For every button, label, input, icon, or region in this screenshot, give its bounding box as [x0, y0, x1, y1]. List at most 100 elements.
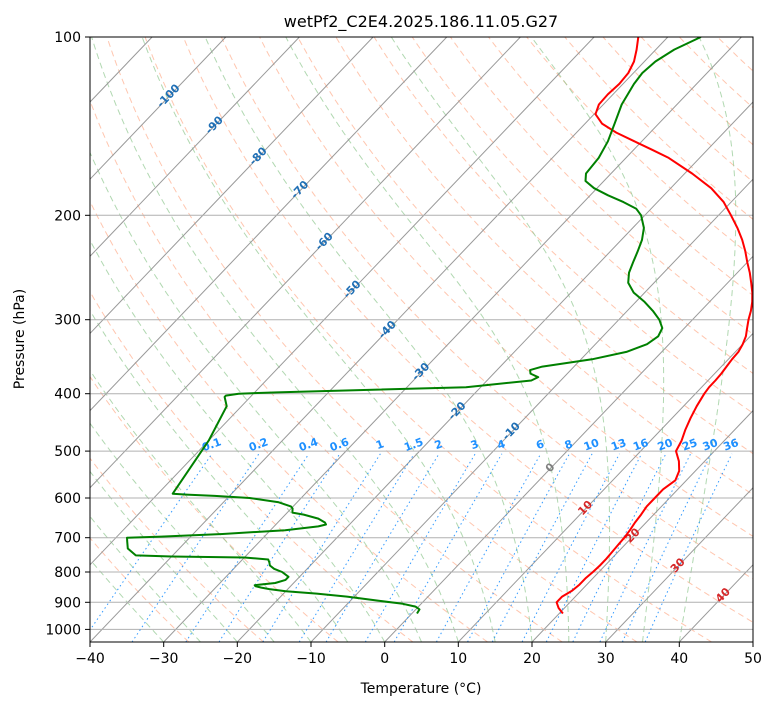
y-tick-label: 200 — [54, 208, 81, 224]
x-tick-label: −20 — [223, 651, 253, 667]
moist-adiabat — [91, 37, 459, 642]
mixing-ratio-line — [393, 453, 503, 642]
isotherm — [752, 641, 753, 642]
y-tick-label: 700 — [54, 531, 81, 547]
dry-adiabat — [144, 37, 712, 642]
isotherm-label: -30 — [409, 360, 432, 384]
mixing-ratio-label: 6 — [534, 437, 546, 452]
mixing-ratio-label: 2 — [433, 437, 445, 452]
mixing-ratio-label: 0.2 — [247, 435, 270, 454]
mixing-ratio-line — [521, 453, 620, 642]
mixing-ratio-label: 1 — [374, 437, 386, 452]
isotherm — [90, 37, 374, 335]
mixing-ratio-line — [599, 453, 692, 642]
mixing-ratio-label: 10 — [582, 436, 601, 454]
mixing-ratio-label: 3 — [469, 437, 481, 452]
mixing-ratio-line — [90, 453, 213, 631]
y-tick-label: 300 — [54, 313, 81, 329]
moist-adiabat — [90, 422, 275, 642]
dry-adiabat — [90, 537, 190, 642]
dry-adiabat — [90, 200, 488, 642]
moist-adiabat — [678, 37, 737, 642]
mixing-ratio-line — [364, 453, 476, 642]
mixing-ratio-label: 16 — [631, 436, 650, 454]
isotherm — [531, 409, 753, 642]
mixing-ratio-line — [621, 453, 712, 642]
isotherm — [90, 37, 521, 489]
x-axis-label: Temperature (°C) — [360, 681, 482, 697]
x-tick-label: −30 — [149, 651, 179, 667]
mixing-ratio-line — [262, 453, 381, 642]
plot-frame — [89, 36, 754, 643]
mixing-ratio-line — [185, 453, 310, 642]
x-tick-label: −40 — [75, 651, 105, 667]
isotherm — [90, 37, 300, 258]
moist-adiabat — [530, 37, 665, 642]
isotherm — [457, 332, 753, 642]
y-tick-label: 500 — [54, 444, 81, 460]
mixing-ratio-line — [325, 453, 440, 642]
y-tick-label: 400 — [54, 387, 81, 403]
mixing-ratio-label: 8 — [563, 437, 575, 452]
background-lines — [90, 37, 775, 642]
y-tick-label: 100 — [54, 30, 81, 46]
moist-adiabat — [141, 37, 496, 642]
mixing-ratio-label: 4 — [495, 437, 507, 452]
mixing-ratio-label: 20 — [656, 436, 675, 454]
mixing-ratio-label: 30 — [701, 436, 720, 454]
mixing-ratio-label: 0.6 — [328, 435, 351, 454]
dry-adiabat — [106, 37, 638, 642]
isotherm — [678, 564, 753, 642]
dry-adiabat — [488, 37, 753, 297]
y-axis-ticks: 100 200 300 400 500 600 700 800 900 1000 — [45, 30, 90, 638]
isotherm-label: -40 — [376, 318, 399, 342]
moist-adiabat — [390, 37, 611, 642]
y-tick-label: 800 — [54, 565, 81, 581]
mixing-ratio-label: 13 — [609, 436, 628, 453]
mixing-ratio-label: 0.1 — [200, 435, 223, 454]
mixing-ratio-line — [545, 453, 643, 642]
isotherm-label: 10 — [575, 498, 595, 518]
profiles — [126, 37, 753, 615]
mixing-ratio-line — [644, 453, 733, 642]
dewpoint-profile — [126, 37, 702, 615]
dry-adiabat — [717, 37, 753, 72]
isotherm — [90, 37, 227, 180]
dry-adiabat — [602, 37, 753, 183]
isotherm — [90, 37, 669, 642]
isotherm — [384, 255, 753, 642]
moist-adiabat — [285, 37, 570, 642]
moist-adiabat — [90, 309, 349, 642]
chart-title: wetPf2_C2E4.2025.186.11.05.G27 — [284, 12, 558, 32]
isotherm-label: -70 — [288, 178, 311, 202]
dry-adiabat — [756, 37, 775, 642]
x-tick-label: −10 — [296, 651, 326, 667]
x-tick-label: 50 — [744, 651, 762, 667]
y-tick-label: 900 — [54, 595, 81, 611]
dry-adiabat — [640, 37, 753, 146]
mixing-ratio-line — [131, 453, 260, 642]
moist-adiabat — [90, 470, 238, 642]
dry-adiabat — [678, 37, 753, 109]
line-labels: 0.1 0.2 0.4 0.6 1 1.5 2 3 4 6 8 10 13 16 20 25 30 36 -100 -… — [154, 81, 741, 605]
mixing-ratio-label: 25 — [680, 436, 699, 453]
dry-adiabat — [182, 37, 753, 623]
x-tick-label: 20 — [523, 651, 541, 667]
x-tick-label: 40 — [670, 651, 688, 667]
isotherm — [90, 37, 595, 566]
dry-adiabat — [335, 37, 753, 455]
x-tick-label: 0 — [380, 651, 389, 667]
mixing-ratio-line — [218, 453, 341, 642]
isotherm-label: 0 — [543, 460, 558, 475]
x-axis-ticks: −40 −30 −20 −10 0 10 20 30 40 50 — [75, 642, 762, 667]
isotherm — [236, 101, 753, 642]
x-tick-label: 30 — [597, 651, 615, 667]
moist-adiabat — [204, 37, 533, 642]
isotherm-label: -80 — [247, 144, 270, 168]
isotherm-label: -100 — [154, 81, 183, 110]
mixing-ratio-line — [572, 453, 667, 642]
y-tick-label: 600 — [54, 491, 81, 507]
isotherm — [90, 37, 448, 412]
mixing-ratio-label: 1.5 — [402, 435, 425, 454]
